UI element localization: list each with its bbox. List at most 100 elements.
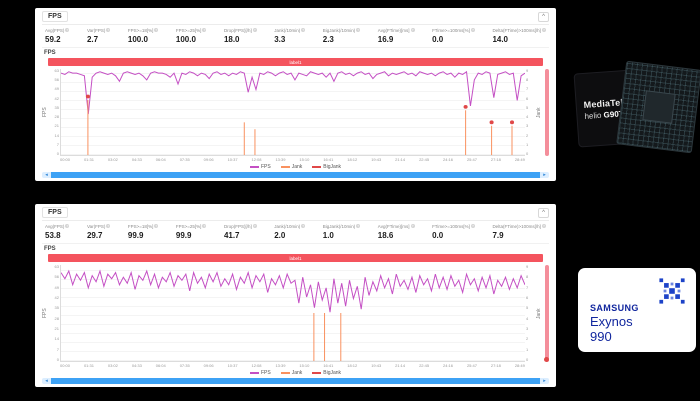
info-icon[interactable]: ? (410, 224, 415, 228)
stat-cell: Jank(/10min)? 3.3 (274, 28, 306, 44)
x-tick-label: 13:39 (275, 157, 286, 162)
info-icon[interactable]: ? (541, 28, 546, 32)
x-tick-label: 28:49 (514, 157, 525, 162)
y-tick-label: 14 (54, 336, 59, 342)
y-tick-label: 28 (54, 315, 59, 321)
info-icon[interactable]: ? (252, 28, 257, 32)
legend-item[interactable]: BigJank (312, 164, 341, 170)
info-icon[interactable]: ? (541, 224, 546, 228)
stat-label: Jank(/10min)? (274, 224, 306, 229)
stat-value: 99.9 (127, 231, 144, 240)
info-icon[interactable]: ? (154, 28, 159, 32)
legend-swatch (312, 372, 322, 374)
stat-label: FPS>=25[%]? (175, 28, 207, 33)
plot[interactable] (60, 265, 525, 362)
stat-value: 2.3 (322, 35, 334, 44)
scroll-right-icon[interactable]: ▸ (540, 172, 549, 178)
stat-label: FPS>=18[%]? (127, 28, 159, 33)
x-tick-label: 00:00 (60, 157, 71, 162)
x-tick-label: 21:14 (395, 363, 406, 368)
stat-cell: Drop(FPS)[/h]? 41.7 (224, 224, 257, 240)
fps-panel-exynos: FPS ^ Avg(FPS)? 53.8 Var(FPS)? 29.7 FPS>… (35, 204, 556, 387)
right-tick-label: 7 (526, 86, 529, 92)
info-icon[interactable]: ? (154, 224, 159, 228)
y-tick-label: 56 (54, 274, 59, 280)
marker-label: label1 (289, 59, 302, 65)
collapse-icon[interactable]: ^ (538, 11, 549, 22)
y-tick-label: 7 (56, 346, 59, 352)
stat-value: 0.0 (432, 231, 444, 240)
info-icon[interactable]: ? (106, 28, 111, 32)
info-icon[interactable]: ? (470, 28, 475, 32)
stat-value: 53.8 (45, 231, 61, 240)
info-icon[interactable]: ? (470, 224, 475, 228)
stat-cell: BigJank(/10min)? 1.0 (323, 224, 361, 240)
info-icon[interactable]: ? (65, 224, 70, 228)
stat-value: 100.0 (175, 35, 196, 44)
y-tick-label: 0 (56, 356, 59, 362)
right-tick-label: 5 (526, 305, 529, 311)
bigjank-dot (85, 94, 90, 99)
info-icon[interactable]: ? (252, 224, 257, 228)
stats-row: Avg(FPS)? 59.2 Var(FPS)? 2.7 FPS>=18[%]?… (42, 25, 549, 48)
info-icon[interactable]: ? (356, 224, 361, 228)
stat-cell: FPS>=25[%]? 99.9 (176, 224, 207, 240)
info-icon[interactable]: ? (356, 28, 361, 32)
vertical-scrollbar[interactable] (544, 265, 549, 362)
stat-label: Avg(FTime)[ms]? (377, 224, 415, 229)
stat-value: 14.0 (492, 35, 509, 44)
exynos-text-block: SAMSUNG Exynos 990 (590, 303, 639, 344)
legend-item[interactable]: BigJank (312, 370, 341, 376)
scroll-left-icon[interactable]: ◂ (42, 378, 51, 384)
info-icon[interactable]: ? (301, 28, 306, 32)
stat-label: Jank(/10min)? (274, 28, 306, 33)
info-icon[interactable]: ? (202, 28, 207, 32)
y-tick-label: 49 (54, 284, 59, 290)
x-tick-label: 24:16 (443, 157, 454, 162)
stat-value: 100.0 (127, 35, 148, 44)
legend-item[interactable]: Jank (280, 164, 302, 170)
info-icon[interactable]: ? (202, 224, 207, 228)
info-icon[interactable]: ? (65, 28, 70, 32)
right-axis: 9 8 7 6 5 4 3 2 1 0 (525, 69, 536, 156)
x-tick-label: 25:47 (466, 157, 477, 162)
right-tick-label: 4 (526, 114, 529, 120)
y-tick-label: 49 (54, 86, 59, 92)
collapse-icon[interactable]: ^ (538, 207, 549, 218)
right-tick-label: 3 (526, 123, 529, 129)
plot[interactable] (60, 69, 525, 156)
legend-item[interactable]: FPS (249, 370, 271, 376)
y-tick-label: 42 (54, 294, 59, 300)
info-icon[interactable]: ? (301, 224, 306, 228)
scroll-left-icon[interactable]: ◂ (42, 172, 51, 178)
mediatek-chip-back-face (616, 60, 700, 154)
panel-header: FPS ^ (42, 207, 549, 221)
legend-item[interactable]: FPS (249, 164, 271, 170)
right-tick-label: 1 (526, 141, 529, 147)
info-icon[interactable]: ? (106, 224, 111, 228)
info-icon[interactable]: ? (410, 28, 415, 32)
legend: FPS Jank BigJank (42, 164, 549, 170)
y-tick-label: 63 (54, 68, 59, 73)
x-tick-label: 13:39 (275, 363, 286, 368)
scrollbar-thumb[interactable] (51, 172, 540, 178)
stat-label: FTime>=100ms[%]? (432, 224, 475, 229)
horizontal-scrollbar[interactable]: ◂ ▸ (42, 378, 549, 384)
scroll-right-icon[interactable]: ▸ (540, 378, 549, 384)
right-axis-title: Jank (536, 107, 542, 118)
y-tick-label: 7 (56, 141, 59, 147)
x-tick-label: 16:41 (323, 363, 334, 368)
scrollbar-thumb[interactable] (51, 378, 540, 384)
y-tick-label: 14 (54, 132, 59, 138)
horizontal-scrollbar[interactable]: ◂ ▸ (42, 172, 549, 178)
legend-item[interactable]: Jank (280, 370, 302, 376)
exynos-logo-card: SAMSUNG Exynos 990 (578, 268, 696, 352)
x-tick-label: 01:31 (83, 363, 94, 368)
right-tick-label: 1 (526, 346, 529, 352)
stat-cell: Var(FPS)? 29.7 (87, 224, 111, 240)
vertical-scrollbar[interactable] (545, 69, 549, 156)
stat-label: Avg(FTime)[ms]? (377, 28, 415, 33)
right-tick-label: 3 (526, 325, 529, 331)
stat-cell: FPS>=18[%]? 100.0 (128, 28, 159, 44)
